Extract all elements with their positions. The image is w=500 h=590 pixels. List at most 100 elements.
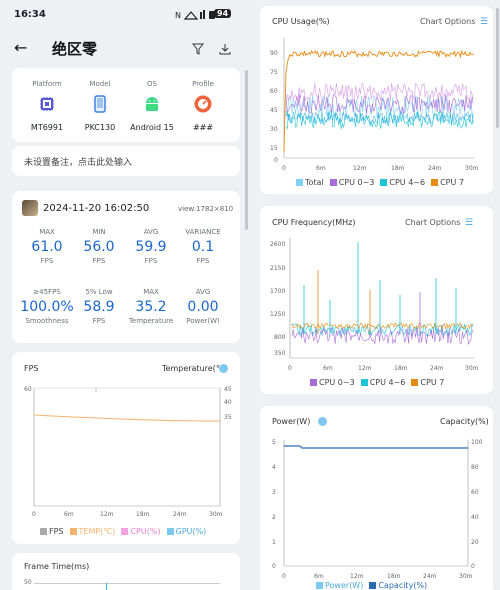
battery-saver-icon: [209, 11, 215, 19]
legend-item[interactable]: Capacity(%): [369, 581, 427, 590]
legend-item[interactable]: Power(W): [316, 581, 363, 590]
chart-options-icon[interactable]: ☰: [480, 17, 489, 27]
metric-unit: Power(W): [186, 317, 220, 325]
y-right-tick: 35: [224, 414, 232, 421]
svg-text:N: N: [175, 11, 181, 20]
filter-icon[interactable]: [191, 40, 205, 59]
os-value: Android 15: [130, 123, 174, 132]
cpu-freq-series: [291, 242, 474, 346]
temperature-toggle-icon[interactable]: [219, 364, 228, 373]
phone-icon: [92, 95, 108, 117]
frame-spike: [106, 583, 107, 590]
metric-value: 56.0: [83, 239, 115, 255]
y-tick: 0: [274, 157, 278, 164]
chart-options-button[interactable]: Chart Options: [405, 218, 461, 227]
cpu-frequency-card: CPU Frequency(MHz) Chart Options ☰ 2600 …: [260, 206, 493, 394]
y-tick: 15: [270, 145, 278, 152]
y-right-tick: 40: [224, 399, 232, 406]
legend-item[interactable]: CPU 7: [431, 178, 464, 187]
y-tick: 2: [272, 514, 276, 521]
y-tick: 75: [270, 69, 278, 76]
legend-item[interactable]: FPS: [40, 527, 64, 536]
y-tick: 1: [272, 539, 276, 546]
metric-label: MAX: [143, 288, 159, 296]
right-screen: CPU Usage(%) Chart Options ☰ 90 75 60 45…: [250, 0, 500, 590]
x-tick: 18m: [387, 573, 401, 580]
fps-chart-title: FPS: [24, 364, 39, 373]
status-icons-svg: N: [175, 10, 215, 20]
x-tick: 18m: [394, 365, 408, 372]
capacity-line: [284, 445, 468, 449]
y-tick: 5: [272, 439, 276, 446]
power-toggle-icon[interactable]: [318, 417, 327, 426]
power-title: Power(W): [272, 417, 311, 426]
legend-item[interactable]: CPU 0~3: [310, 378, 355, 387]
scrollbar[interactable]: [245, 70, 248, 230]
x-tick: 24m: [423, 573, 437, 580]
metric-value: 100.0%: [20, 299, 74, 315]
x-tick: 0: [32, 511, 36, 518]
metric-value: 0.00: [187, 299, 219, 315]
y-tick: 0: [272, 563, 276, 570]
y-tick: 4: [272, 464, 276, 471]
metric-unit: FPS: [40, 257, 54, 265]
metric-label: 5% Low: [85, 288, 113, 296]
cpu-freq-svg: 2600 2150 1700 1250 800 350 0 6m 12m 18m…: [270, 238, 479, 372]
x-tick: 12m: [350, 573, 364, 580]
metrics-card: 2024-11-20 16:02:50 view:1782×810 MAX 61…: [12, 191, 240, 343]
cpu-4-6-series-line: [285, 110, 474, 130]
legend-item[interactable]: TEMP(℃): [69, 527, 115, 536]
legend-item[interactable]: CPU 4~6: [380, 178, 425, 187]
os-label: OS: [147, 80, 157, 88]
legend-item[interactable]: CPU 0~3: [329, 178, 374, 187]
x-tick: 30m: [459, 573, 473, 580]
x-tick: 6m: [323, 365, 333, 372]
metric-label: AVG: [195, 288, 211, 296]
metric-label: MAX: [39, 228, 55, 236]
legend-item[interactable]: Total: [296, 178, 324, 187]
capacity-title: Capacity(%): [440, 417, 489, 426]
cpu-7-series-line: [283, 53, 291, 153]
metric-unit: FPS: [144, 257, 158, 265]
chart-options-button[interactable]: Chart Options: [420, 17, 476, 26]
power-card: Power(W) Capacity(%) 5 4 3 2 1 0 100 80 …: [260, 406, 493, 590]
note-input[interactable]: 未设置备注，点击此处输入: [12, 146, 240, 176]
status-time: 16:34: [14, 9, 46, 20]
back-arrow-icon[interactable]: ←: [14, 38, 28, 57]
x-tick: 6m: [64, 511, 74, 518]
metric-value: 35.2: [135, 299, 167, 315]
metric-value: 61.0: [31, 239, 63, 255]
metric-value: 58.9: [83, 299, 115, 315]
profile-gauge-icon: [194, 95, 212, 117]
metric-unit: Temperature: [128, 317, 174, 325]
download-icon[interactable]: [219, 40, 231, 59]
x-tick: 30m: [465, 365, 479, 372]
chip-icon: [38, 95, 56, 117]
legend-item[interactable]: CPU 4~6: [360, 378, 405, 387]
game-avatar: [22, 200, 38, 216]
metric-value: 59.9: [135, 239, 167, 255]
y-tick: 350: [274, 350, 286, 357]
model-value: PKC130: [84, 123, 116, 132]
platform-value: MT6991: [30, 123, 64, 132]
scrollbar[interactable]: [496, 8, 499, 128]
x-tick: 24m: [430, 365, 444, 372]
x-tick: 30m: [209, 511, 223, 518]
metric-label: MIN: [92, 228, 106, 236]
legend-item[interactable]: GPU(%): [166, 527, 206, 536]
y-tick: 2150: [270, 265, 285, 272]
legend-item[interactable]: CPU(%): [121, 527, 161, 536]
y-tick: 1250: [270, 311, 285, 318]
y-right-tick: 20: [471, 539, 479, 546]
chart-options-icon[interactable]: ☰: [465, 218, 474, 228]
android-icon: [143, 95, 161, 117]
temp-line: [33, 414, 221, 422]
frame-time-title: Frame Time(ms): [24, 562, 90, 571]
cpu-frequency-title: CPU Frequency(MHz): [272, 218, 356, 227]
cpu-0-3-series-line: [285, 93, 474, 115]
y-right-tick: 45: [224, 386, 232, 393]
x-tick: 0: [282, 165, 286, 172]
cpu-usage-title: CPU Usage(%): [272, 17, 330, 26]
legend-item[interactable]: CPU 7: [411, 378, 444, 387]
battery-badge: 94: [214, 9, 232, 18]
